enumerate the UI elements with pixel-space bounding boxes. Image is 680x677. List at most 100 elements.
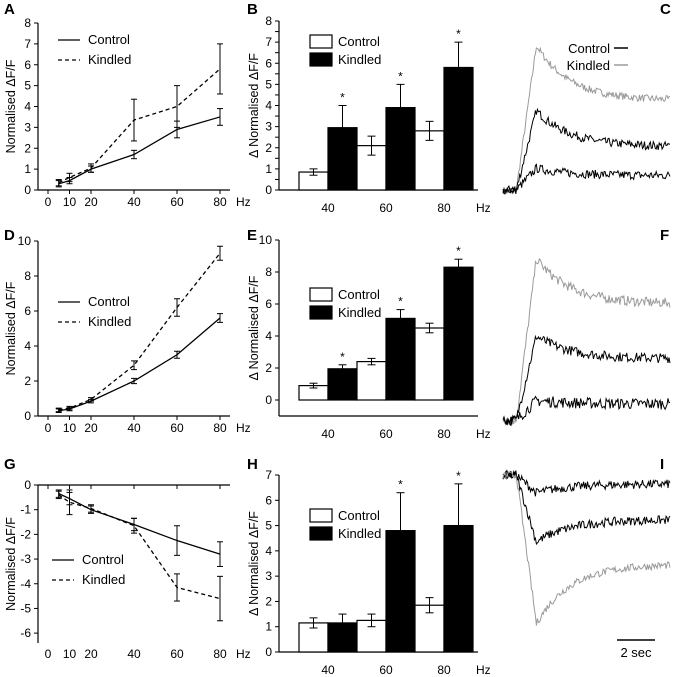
y-tick-label: 4 (24, 339, 31, 353)
x-tick-label: 80 (213, 421, 227, 435)
x-unit-label: Hz (476, 663, 491, 677)
chart-panel-i: I (502, 456, 671, 626)
x-tick-label: 40 (321, 663, 335, 677)
y-axis-label: Normalised ΔF/F (4, 517, 18, 611)
trace-control (502, 163, 671, 195)
legend-swatch (309, 287, 333, 302)
panel-letter: H (247, 456, 258, 473)
x-tick-label: 40 (127, 421, 141, 435)
panel-letter: F (660, 227, 669, 244)
bar-kindled-80 (443, 266, 474, 401)
y-tick-label: 10 (259, 233, 273, 247)
bar-kindled-60 (385, 317, 416, 401)
y-tick-label: 5 (265, 519, 272, 533)
y-tick-label: 1 (24, 162, 31, 176)
bar-kindled-60 (385, 107, 416, 191)
panel-letter: D (4, 227, 15, 244)
significance-marker: * (456, 469, 461, 483)
bar-kindled-40 (327, 622, 358, 653)
legend-entry: Control (338, 34, 380, 49)
series-line-kindled (58, 252, 221, 411)
y-tick-label: 6 (265, 297, 272, 311)
y-tick-label: 7 (265, 35, 272, 49)
legend-entry: Control (82, 552, 124, 567)
y-tick-label: 0 (24, 183, 31, 197)
y-tick-label: 3 (24, 120, 31, 134)
legend-swatch (309, 34, 333, 49)
y-tick-label: 0 (24, 478, 31, 492)
y-tick-label: 0 (265, 183, 272, 197)
significance-marker: * (398, 295, 403, 309)
chart-panel-h: H 0 1 2 3 4 5 6 7 Δ Normalised ΔF/F 40 * 60 * 80 Hz Cont… (247, 456, 491, 677)
chart-panel-c: C Control Kindled (502, 1, 671, 195)
y-tick-label: 6 (265, 493, 272, 507)
y-tick-label: 0 (265, 645, 272, 659)
legend-entry: Kindled (338, 52, 381, 67)
legend-swatch (309, 305, 333, 320)
y-axis-label: Δ Normalised ΔF/F (247, 275, 261, 380)
y-tick-label: 6 (24, 58, 31, 72)
series-line-control (58, 116, 221, 185)
x-tick-label: 20 (84, 647, 98, 661)
x-unit-label: Hz (476, 427, 491, 441)
trace-kindled (502, 46, 671, 194)
y-tick-label: 1 (265, 620, 272, 634)
chart-panel-e: E 0 2 4 6 8 10 Δ Normalised ΔF/F * 40 * 60 * 80 Hz Cont… (247, 227, 491, 441)
y-tick-label: 8 (24, 269, 31, 283)
y-tick-label: 2 (24, 374, 31, 388)
y-tick-label: -1 (20, 503, 31, 517)
significance-marker: * (456, 244, 461, 258)
x-tick-label: 10 (63, 195, 77, 209)
bar-kindled-40 (327, 127, 358, 191)
panel-letter: A (4, 1, 15, 18)
legend-swatch (309, 508, 333, 523)
chart-panel-d: D 0 2 4 6 8 10 0 10 20 40 60 80 Hz Normalised ΔF/F Cont… (4, 227, 251, 435)
y-axis-label: Normalised ΔF/F (4, 59, 18, 153)
x-tick-label: 10 (63, 421, 77, 435)
x-unit-label: Hz (476, 201, 491, 215)
panel-letter: G (4, 456, 16, 473)
legend-entry: Control (88, 294, 130, 309)
y-tick-label: 2 (265, 141, 272, 155)
y-axis-label: Normalised ΔF/F (4, 281, 18, 375)
y-axis-label: Δ Normalised ΔF/F (247, 53, 261, 158)
x-unit-label: Hz (236, 421, 251, 435)
x-tick-label: 0 (45, 421, 52, 435)
legend-entry: Kindled (88, 314, 131, 329)
significance-marker: * (398, 69, 403, 83)
y-tick-label: 6 (24, 304, 31, 318)
chart-panel-b: B 0 1 2 3 4 5 6 7 8 Δ Normalised ΔF/F * 40 * 60 * 80 Hz Co… (247, 1, 491, 215)
y-tick-label: 3 (265, 569, 272, 583)
legend-entry: Kindled (338, 526, 381, 541)
x-tick-label: 10 (63, 647, 77, 661)
trace-control (502, 469, 671, 546)
trace-kindled (502, 258, 671, 426)
chart-panel-f: F (502, 227, 671, 427)
x-tick-label: 80 (213, 647, 227, 661)
legend-entry: Control (88, 32, 130, 47)
x-tick-label: 40 (127, 195, 141, 209)
y-tick-label: 0 (265, 393, 272, 407)
y-tick-label: 0 (24, 409, 31, 423)
legend-entry: Kindled (88, 52, 131, 67)
bar-kindled-40 (327, 368, 358, 401)
x-tick-label: 0 (45, 647, 52, 661)
significance-marker: * (340, 91, 345, 105)
x-tick-label: 40 (321, 427, 335, 441)
x-tick-label: 80 (437, 663, 451, 677)
legend-entry: Kindled (567, 58, 610, 73)
y-axis-label: Δ Normalised ΔF/F (247, 511, 261, 616)
x-tick-label: 40 (321, 201, 335, 215)
trace-control (502, 470, 671, 497)
y-tick-label: 6 (265, 56, 272, 70)
x-tick-label: 60 (170, 421, 184, 435)
legend-swatch (309, 526, 333, 541)
y-tick-label: 8 (24, 16, 31, 30)
x-unit-label: Hz (236, 647, 251, 661)
x-tick-label: 80 (437, 201, 451, 215)
y-tick-label: 4 (265, 544, 272, 558)
trace-kindled (502, 471, 671, 626)
y-tick-label: 7 (24, 37, 31, 51)
x-tick-label: 80 (437, 427, 451, 441)
bar-kindled-60 (385, 530, 416, 653)
